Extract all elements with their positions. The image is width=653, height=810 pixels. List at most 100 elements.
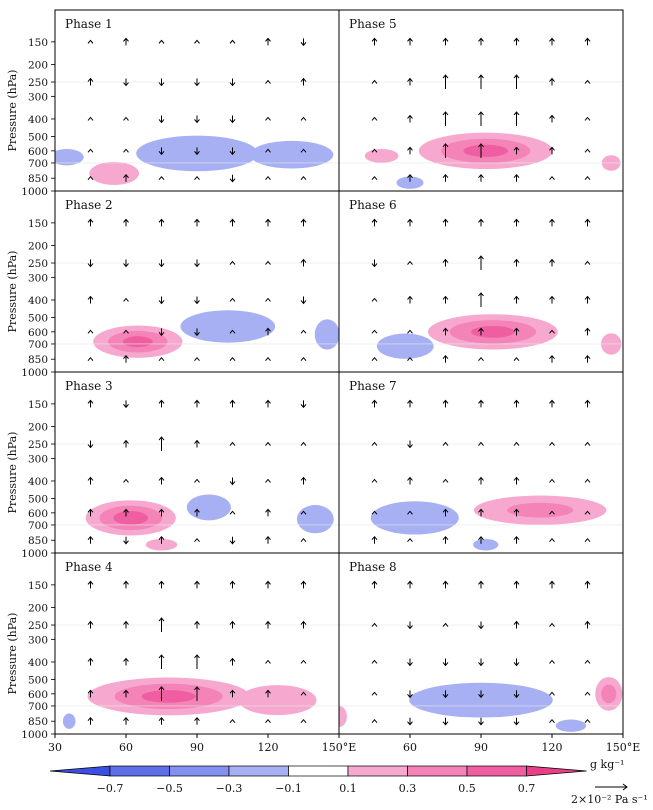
- vector-arrow: [549, 146, 555, 155]
- vector-arrow: [87, 399, 94, 408]
- reference-vector: 2×10⁻² Pa s⁻¹: [571, 783, 648, 806]
- vectors: [87, 580, 307, 725]
- vector-arrow: [265, 327, 271, 336]
- anomaly-contour-1-3: [122, 336, 153, 348]
- vector-arrow: [194, 580, 200, 589]
- vector-arrow: [158, 654, 165, 669]
- vector-arrow: [158, 476, 165, 485]
- vector-arrow: [478, 37, 484, 46]
- y-axis-label: Pressure (hPa): [6, 70, 19, 152]
- vector-arrow: [513, 399, 520, 408]
- vector-arrow: [158, 296, 165, 305]
- panel-8: Phase 8: [338, 552, 624, 735]
- vector-arrow: [549, 399, 555, 408]
- anomaly-contour-3-1: [62, 713, 76, 729]
- vector-arrow: [123, 508, 129, 517]
- vector-arrow: [513, 327, 520, 336]
- vector-arrow: [584, 295, 591, 304]
- vector-arrow: [229, 218, 236, 227]
- vector-arrow: [549, 580, 555, 589]
- y-tick-label: 1000: [21, 729, 48, 741]
- vector-arrow: [371, 510, 378, 515]
- panel-title: Phase 8: [349, 560, 397, 574]
- vector-arrow: [442, 399, 449, 408]
- vector-arrow: [584, 441, 591, 446]
- vector-arrow: [229, 356, 236, 362]
- vectors: [87, 218, 307, 363]
- vector-arrow: [584, 79, 591, 84]
- vector-arrow: [549, 478, 555, 483]
- vector-arrow: [513, 74, 520, 90]
- y-tick-label: 200: [28, 421, 48, 433]
- y-tick-label: 500: [28, 313, 48, 325]
- vector-arrow: [407, 295, 413, 304]
- vector-arrow: [194, 296, 200, 305]
- vector-arrow: [265, 399, 271, 408]
- vector-arrow: [194, 218, 200, 227]
- y-tick-label: 300: [28, 453, 48, 465]
- vector-arrow: [371, 441, 378, 446]
- vector-arrow: [371, 259, 378, 268]
- x-tick-label: 90: [474, 741, 488, 754]
- vector-arrow: [194, 537, 200, 543]
- anomaly-contour-1-3: [471, 325, 515, 338]
- vector-arrow: [371, 399, 378, 408]
- vector-arrow: [584, 327, 591, 336]
- vector-arrow: [87, 716, 94, 725]
- vector-arrow: [123, 439, 129, 448]
- vector-arrow: [229, 510, 236, 515]
- y-tick-label: 400: [28, 476, 48, 488]
- vector-arrow: [549, 258, 555, 267]
- panel-title: Phase 5: [349, 17, 397, 31]
- y-tick-label: 500: [28, 494, 48, 506]
- vector-arrow: [371, 535, 378, 544]
- vector-arrow: [513, 37, 520, 46]
- vector-arrow: [407, 329, 413, 334]
- panel-title: Phase 7: [349, 379, 397, 393]
- vector-arrow: [478, 173, 484, 182]
- vector-arrow: [442, 74, 449, 90]
- vector-arrow: [158, 617, 165, 633]
- vector-arrow: [123, 116, 129, 121]
- vector-arrow: [300, 580, 307, 589]
- y-tick-label: 850: [28, 716, 48, 728]
- anomaly-contour-4-1: [89, 161, 140, 185]
- colorbar-label: 0.5: [458, 782, 476, 795]
- vector-arrow: [549, 114, 555, 123]
- vector-arrow: [584, 659, 591, 664]
- vector-arrow: [265, 718, 271, 724]
- anomaly-contour-3-1: [339, 705, 347, 728]
- x-tick-label: 30: [48, 741, 62, 754]
- panel-title: Phase 3: [65, 379, 113, 393]
- y-tick-label: 150: [28, 399, 48, 411]
- vector-arrow: [513, 441, 520, 446]
- vector-arrow: [229, 657, 236, 666]
- y-tick-label: 200: [28, 602, 48, 614]
- x-tick-label: 90: [190, 741, 204, 754]
- y-tick-label: 700: [28, 158, 48, 170]
- vector-arrow: [265, 535, 271, 544]
- vector-arrow: [478, 399, 484, 408]
- vector-arrow: [194, 259, 200, 268]
- vector-arrow: [300, 116, 307, 121]
- panel-title: Phase 2: [65, 198, 113, 212]
- vector-arrow: [265, 441, 271, 446]
- anomaly-contour-2-2: [180, 310, 276, 343]
- y-tick-label: 1000: [21, 367, 48, 379]
- vector-arrow: [123, 716, 129, 725]
- vector-arrow: [87, 440, 94, 449]
- y-tick-label: 150: [28, 218, 48, 230]
- colorbar-unit: g kg⁻¹: [590, 758, 624, 771]
- vector-arrow: [549, 37, 555, 46]
- vector-arrow: [123, 78, 129, 87]
- vector-arrow: [513, 580, 520, 589]
- vector-arrow: [265, 356, 271, 362]
- vector-arrow: [584, 537, 591, 543]
- vector-arrow: [87, 175, 94, 181]
- vector-arrow: [87, 508, 94, 517]
- vector-arrow: [584, 116, 591, 121]
- vector-arrow: [478, 74, 484, 90]
- vector-arrow: [407, 621, 413, 630]
- vector-arrow: [407, 260, 413, 265]
